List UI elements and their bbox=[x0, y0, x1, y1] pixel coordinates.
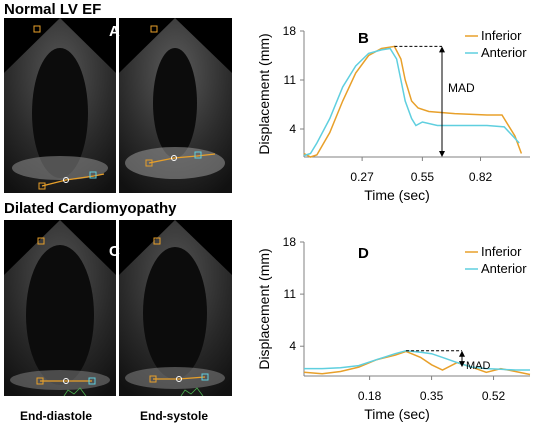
caption-end-systole: End-systole bbox=[140, 409, 209, 423]
y-axis-label: Displacement (mm) bbox=[256, 248, 272, 369]
y-tick-label: 11 bbox=[284, 287, 297, 301]
x-tick-label: 0.18 bbox=[358, 389, 382, 403]
series-line-anterior bbox=[304, 349, 530, 371]
x-tick-label: 0.35 bbox=[420, 389, 444, 403]
legend-label-anterior: Anterior bbox=[481, 45, 527, 60]
echo-normal-end-diastole bbox=[4, 18, 116, 193]
legend-label-anterior: Anterior bbox=[481, 261, 527, 276]
x-tick-label: 0.55 bbox=[411, 170, 435, 184]
echo-dcm-end-diastole bbox=[4, 220, 116, 396]
mad-arrowhead-top bbox=[439, 46, 445, 53]
y-tick-label: 18 bbox=[283, 24, 297, 38]
panel-label-d: D bbox=[358, 245, 369, 262]
mad-label: MAD bbox=[448, 81, 475, 95]
heading-normal-lv-ef: Normal LV EF bbox=[4, 1, 102, 18]
y-tick-label: 4 bbox=[289, 339, 296, 353]
legend-label-inferior: Inferior bbox=[481, 244, 522, 259]
y-tick-label: 4 bbox=[289, 122, 296, 136]
series-line-inferior bbox=[303, 350, 531, 376]
mad-arrowhead-bottom bbox=[459, 361, 465, 368]
x-tick-label: 0.27 bbox=[350, 170, 374, 184]
panel-label-b: B bbox=[358, 30, 369, 47]
mad-arrowhead-top bbox=[459, 350, 465, 357]
panel-label-c: C bbox=[109, 243, 120, 260]
y-axis-label: Displacement (mm) bbox=[256, 33, 272, 154]
panel-label-a: A bbox=[109, 23, 120, 40]
echo-dcm-end-systole bbox=[119, 220, 232, 396]
series-line-inferior bbox=[303, 45, 523, 158]
y-tick-label: 11 bbox=[284, 73, 297, 87]
series-line-anterior bbox=[303, 47, 520, 157]
y-tick-label: 18 bbox=[283, 235, 297, 249]
echo-normal-end-systole bbox=[119, 18, 232, 193]
x-axis-label: Time (sec) bbox=[364, 406, 430, 422]
legend-label-inferior: Inferior bbox=[481, 28, 522, 43]
mad-arrowhead-bottom bbox=[439, 151, 445, 157]
x-tick-label: 0.82 bbox=[469, 170, 493, 184]
mad-label: MAD bbox=[466, 360, 491, 372]
x-tick-label: 0.52 bbox=[482, 389, 506, 403]
caption-end-diastole: End-diastole bbox=[20, 409, 93, 423]
x-axis-label: Time (sec) bbox=[364, 187, 430, 203]
heading-dilated-cardiomyopathy: Dilated Cardiomyopathy bbox=[4, 200, 177, 217]
